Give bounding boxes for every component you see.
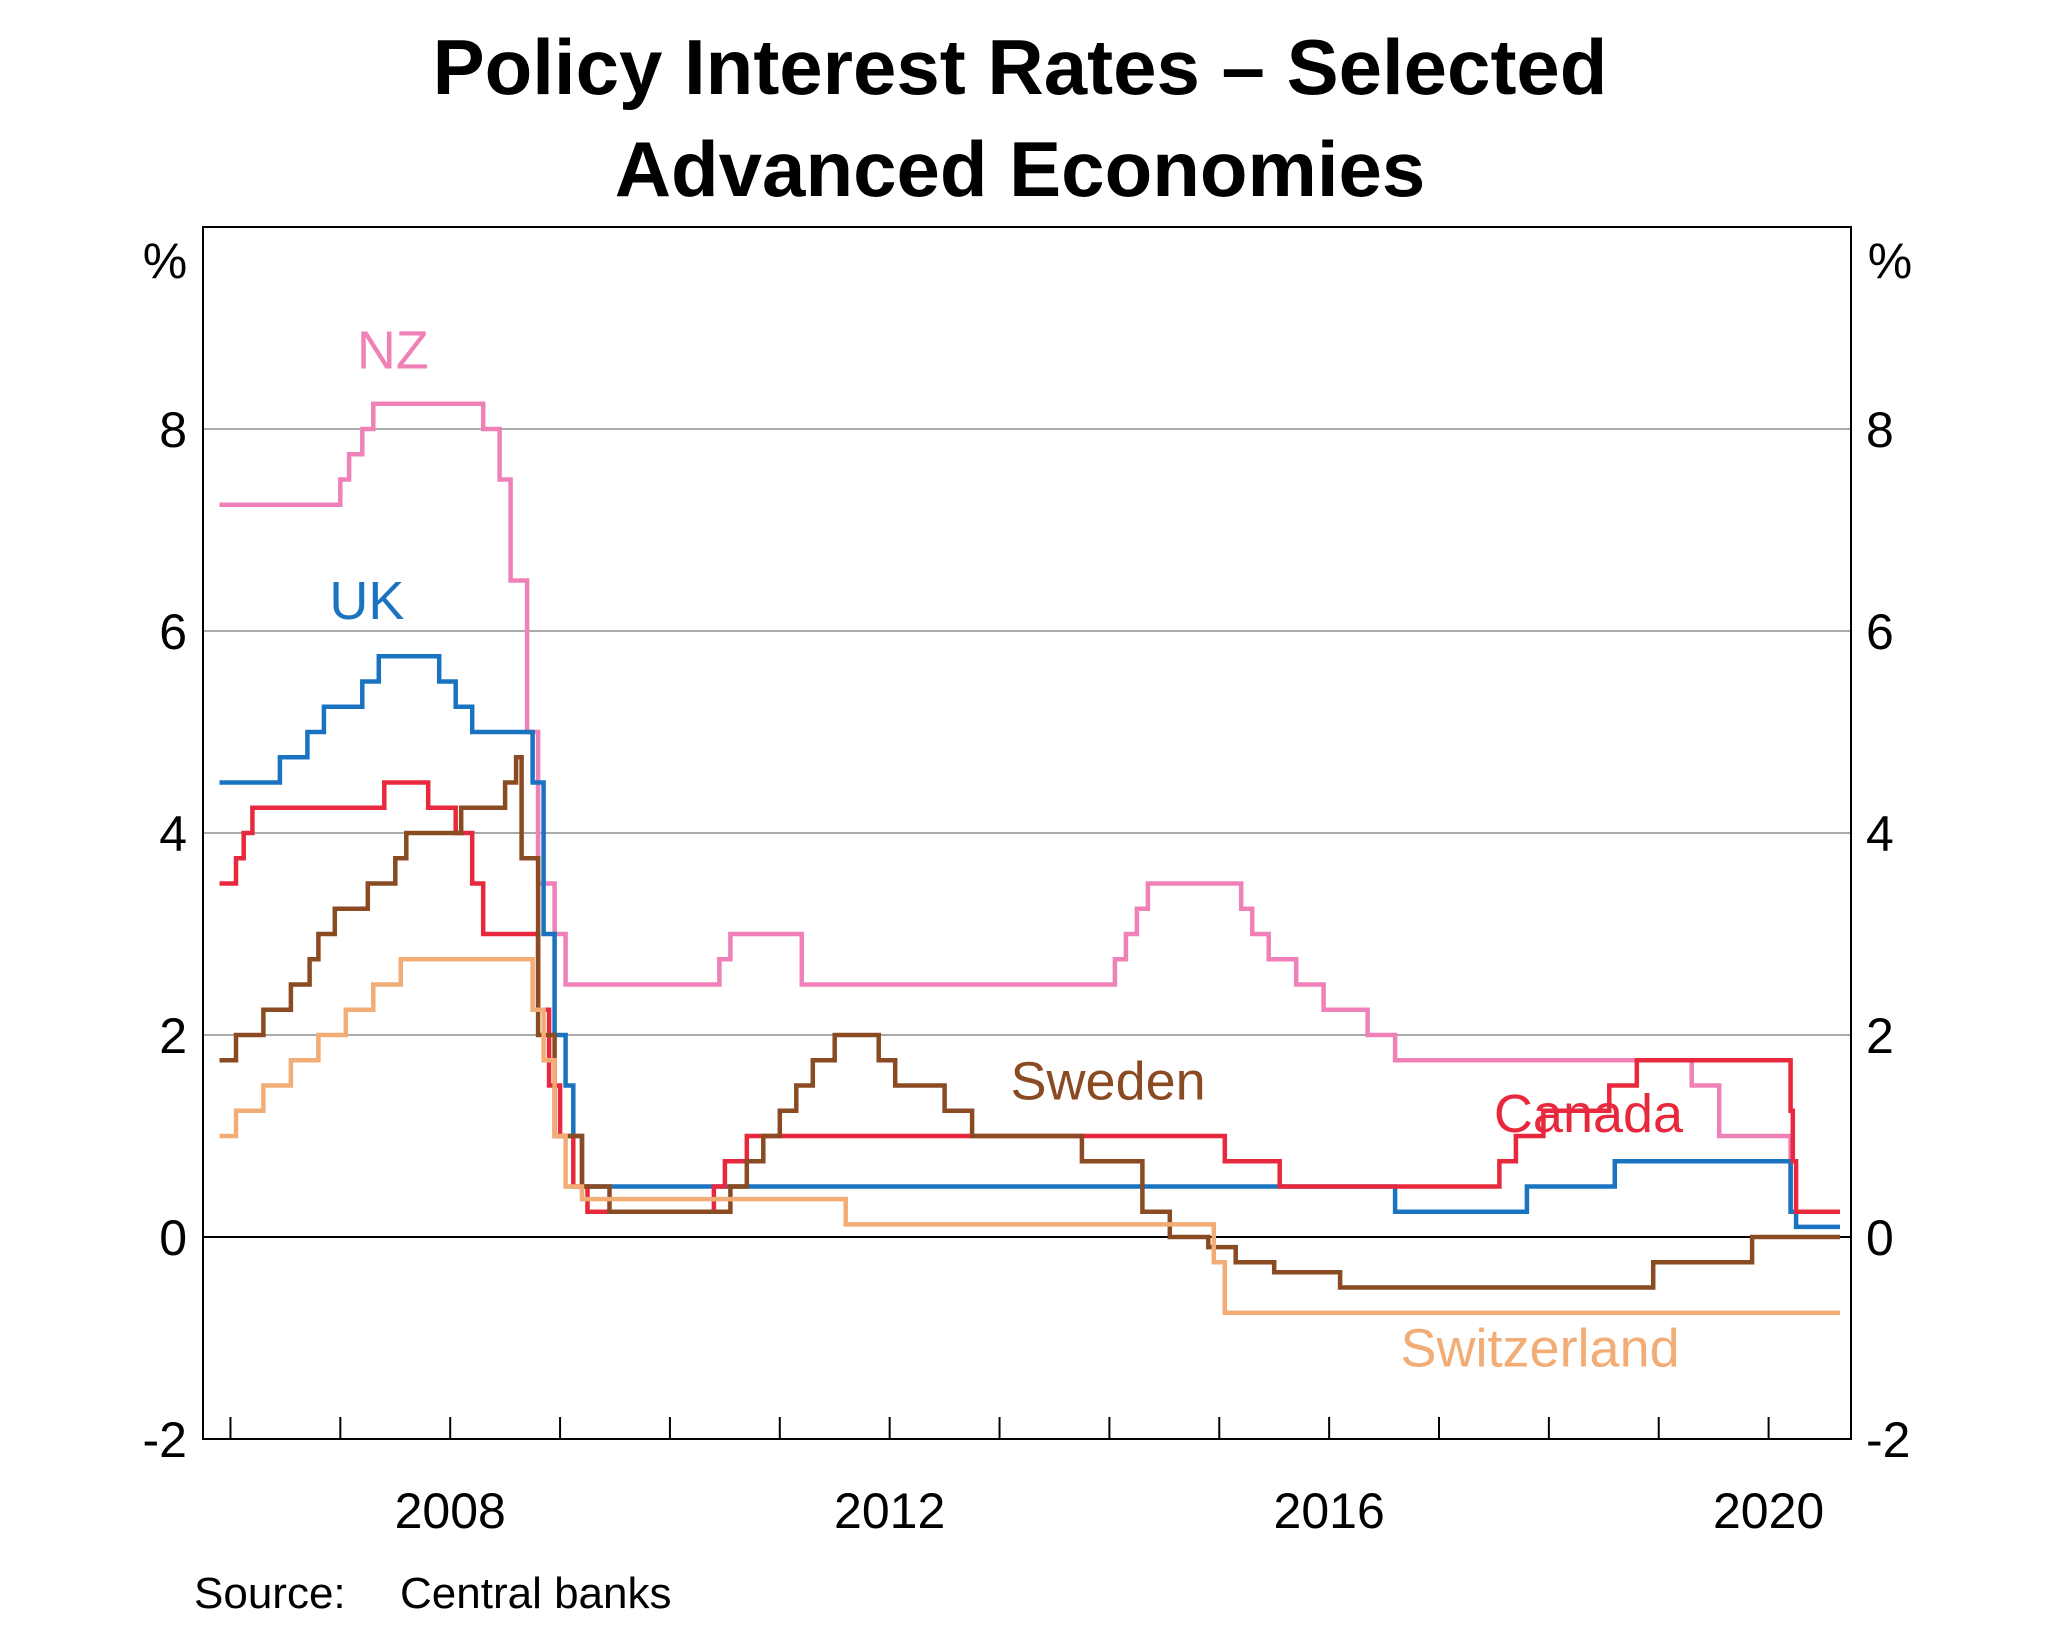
y-tick-label-left-8: 8 xyxy=(159,402,187,458)
x-tick-label-2016: 2016 xyxy=(1274,1483,1385,1539)
series-label-nz: NZ xyxy=(357,320,429,380)
series-line-uk xyxy=(219,654,1840,1230)
y-tick-label-left-6: 6 xyxy=(159,604,187,660)
y-unit-left: % xyxy=(143,233,187,289)
y-tick-label-left-2: 2 xyxy=(159,1008,187,1064)
series-line-sweden xyxy=(219,755,1840,1290)
series-label-uk: UK xyxy=(329,571,404,631)
series-labels: NZ UK Canada Sweden Switzerland xyxy=(329,320,1684,1378)
series-label-switzerland: Switzerland xyxy=(1401,1318,1680,1378)
series-line-canada xyxy=(219,780,1840,1215)
y-tick-label-left-0: 0 xyxy=(159,1210,187,1266)
y-tick-label-right-4: 4 xyxy=(1866,806,1894,862)
series-line-nz xyxy=(219,401,1840,1215)
source-prefix: Source: xyxy=(194,1569,346,1618)
series-lines xyxy=(219,401,1840,1316)
x-tick-label-2008: 2008 xyxy=(395,1483,506,1539)
series-label-sweden: Sweden xyxy=(1011,1052,1206,1112)
y-tick-label-left-4: 4 xyxy=(159,806,187,862)
series-line-switzerland xyxy=(219,957,1840,1316)
chart-title-line-2: Advanced Economies xyxy=(615,125,1426,213)
y-tick-label-left--2: -2 xyxy=(143,1412,187,1468)
y-tick-label-right--2: -2 xyxy=(1866,1412,1910,1468)
source-text: Central banks xyxy=(400,1569,671,1618)
y-tick-label-right-2: 2 xyxy=(1866,1008,1894,1064)
x-tick-marks xyxy=(229,1417,1770,1439)
x-tick-label-2012: 2012 xyxy=(834,1483,945,1539)
y-tick-label-right-6: 6 xyxy=(1866,604,1894,660)
chart-title-line-1: Policy Interest Rates – Selected xyxy=(433,23,1608,111)
y-tick-label-right-0: 0 xyxy=(1866,1210,1894,1266)
y-tick-labels: 8 8 6 6 4 4 2 2 0 0 -2 -2 xyxy=(143,402,1911,1468)
y-unit-right: % xyxy=(1868,233,1912,289)
gridlines xyxy=(203,428,1851,1036)
series-label-canada: Canada xyxy=(1494,1084,1684,1144)
plot-frame xyxy=(202,226,1852,1440)
x-tick-labels: 2008 2012 2016 2020 xyxy=(395,1483,1825,1539)
x-tick-label-2020: 2020 xyxy=(1713,1483,1824,1539)
y-tick-label-right-8: 8 xyxy=(1866,402,1894,458)
